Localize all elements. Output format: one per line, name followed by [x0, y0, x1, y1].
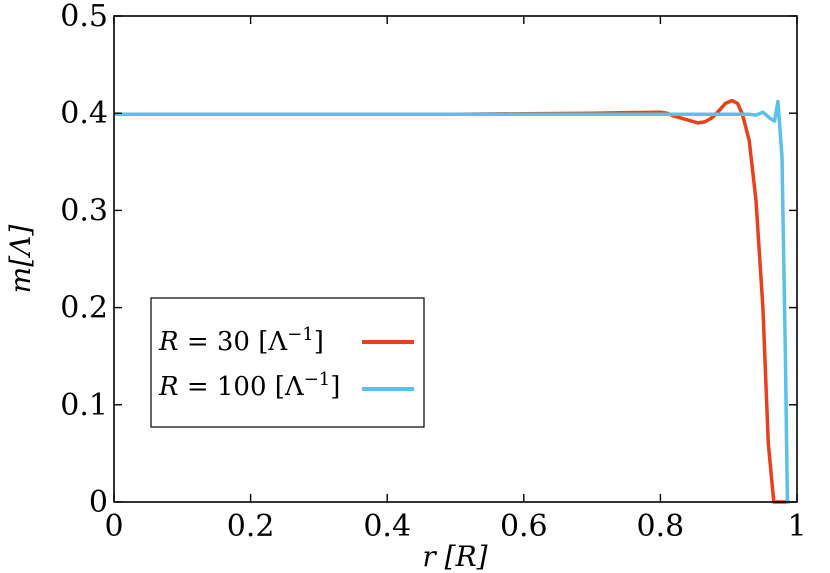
x-tick-label: 0.6: [500, 509, 548, 544]
y-tick-label: 0.5: [60, 0, 108, 34]
series-line-r100: [114, 99, 791, 504]
y-axis-label: m[Λ]: [4, 225, 37, 294]
legend-label-r100: R = 100 [Λ−1]: [158, 369, 340, 402]
y-tick-label: 0.3: [60, 193, 108, 228]
plot-frame: [113, 15, 798, 503]
x-tick-label: 0.8: [637, 509, 685, 544]
y-tick-label: 0.4: [60, 96, 108, 131]
legend: R = 30 [Λ−1] R = 100 [Λ−1]: [150, 297, 425, 428]
y-tick-label: 0.2: [60, 291, 108, 326]
y-tick-label: 0: [89, 485, 108, 520]
x-tick-label: 1: [787, 509, 806, 544]
legend-box: [150, 297, 425, 428]
legend-label-r30: R = 30 [Λ−1]: [158, 324, 324, 357]
x-tick-label: 0.2: [227, 509, 275, 544]
x-tick-label: 0.4: [363, 509, 411, 544]
y-tick-label: 0.1: [60, 388, 108, 423]
x-axis-label: r [R]: [422, 540, 487, 573]
tick-layer: 0 0.2 0.4 0.6 0.8 1 0 0.1 0.2 0.3 0.4 0.5: [60, 0, 806, 544]
x-tick-label: 0: [104, 509, 123, 544]
